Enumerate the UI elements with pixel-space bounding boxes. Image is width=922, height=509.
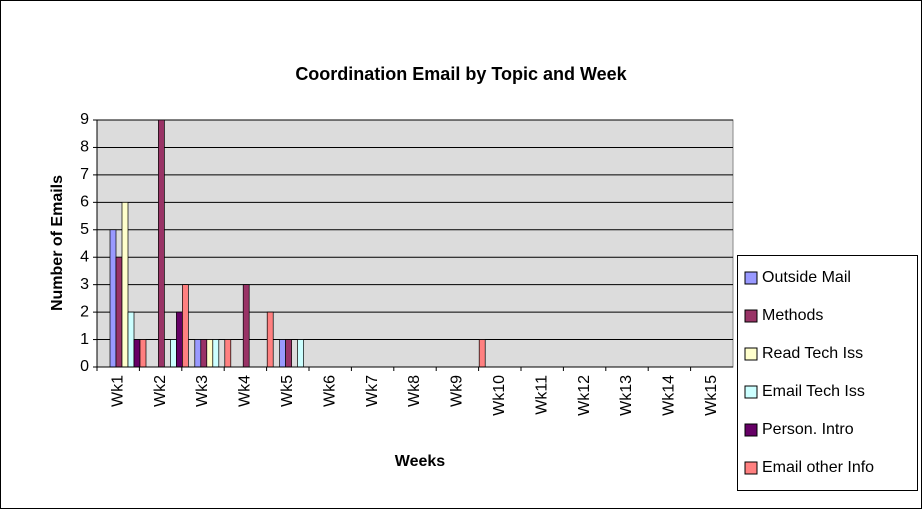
bar	[182, 284, 189, 368]
y-axis-label: Number of Emails	[49, 175, 66, 311]
bar	[224, 339, 232, 368]
bar	[206, 339, 214, 368]
y-tick-label: 3	[80, 276, 89, 293]
x-axis-label: Weeks	[395, 453, 446, 470]
x-tick-label: Wk5	[279, 375, 296, 407]
bar	[478, 339, 486, 368]
bar	[133, 339, 141, 368]
x-tick-label: Wk10	[491, 375, 508, 416]
legend-box	[737, 255, 918, 491]
legend-swatch	[744, 309, 758, 323]
bar	[279, 339, 286, 368]
bar	[139, 339, 147, 368]
legend-label: Methods	[762, 307, 823, 324]
y-tick-label: 5	[80, 221, 89, 238]
plot-area	[96, 119, 734, 368]
bar	[127, 311, 135, 368]
x-tick-label: Wk6	[321, 375, 338, 407]
y-tick-label: 8	[80, 139, 89, 156]
bar	[194, 339, 202, 368]
bar	[176, 311, 183, 368]
legend-label: Email Tech Iss	[762, 383, 865, 400]
x-tick-label: Wk14	[661, 375, 678, 416]
bar	[242, 284, 250, 368]
bar	[200, 339, 208, 368]
legend-label: Person. Intro	[762, 421, 854, 438]
y-tick-label: 1	[80, 331, 89, 348]
bar	[285, 339, 292, 368]
x-tick-label: Wk13	[618, 375, 635, 416]
x-tick-label: Wk15	[703, 375, 720, 416]
bar	[158, 119, 165, 368]
y-tick-label: 7	[80, 166, 89, 183]
legend-label: Email other Info	[762, 459, 874, 476]
x-tick-label: Wk2	[152, 375, 169, 407]
x-tick-label: Wk4	[237, 375, 254, 407]
legend-swatch	[744, 271, 758, 285]
legend-swatch	[744, 461, 758, 475]
legend-label: Read Tech Iss	[762, 345, 863, 362]
bar	[212, 339, 220, 368]
x-tick-label: Wk8	[406, 375, 423, 407]
bar	[297, 339, 304, 368]
legend-swatch	[744, 385, 758, 399]
x-tick-label: Wk12	[576, 375, 593, 416]
y-tick-label: 9	[80, 111, 89, 128]
bar	[266, 311, 274, 368]
bar	[115, 256, 123, 368]
y-tick-label: 0	[80, 358, 89, 375]
chart-title: Coordination Email by Topic and Week	[295, 64, 627, 84]
legend-swatch	[744, 347, 758, 361]
bar	[121, 201, 129, 368]
x-tick-label: Wk7	[364, 375, 381, 407]
legend-label: Outside Mail	[762, 269, 851, 286]
y-tick-label: 6	[80, 194, 89, 211]
y-tick-label: 4	[80, 248, 89, 265]
legend-swatch	[744, 423, 758, 437]
x-tick-label: Wk11	[533, 375, 550, 415]
y-tick-label: 2	[80, 303, 89, 320]
x-tick-label: Wk1	[109, 375, 126, 407]
x-tick-label: Wk9	[449, 375, 466, 407]
x-tick-label: Wk3	[194, 375, 211, 407]
bar	[109, 229, 117, 368]
bar	[170, 339, 177, 368]
